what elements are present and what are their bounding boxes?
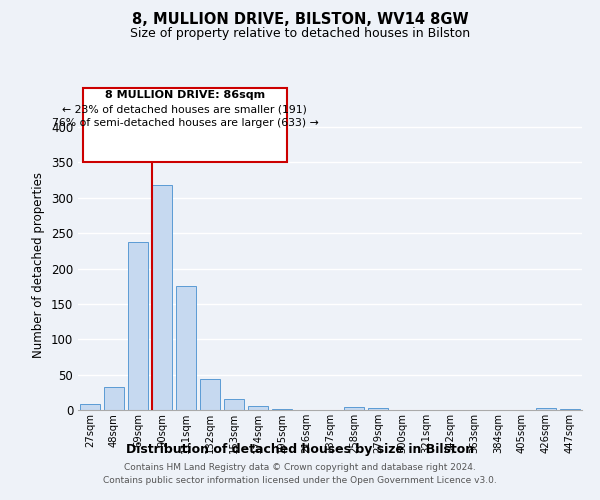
Text: 76% of semi-detached houses are larger (633) →: 76% of semi-detached houses are larger (… <box>52 118 318 128</box>
Bar <box>128 242 148 410</box>
Y-axis label: Number of detached properties: Number of detached properties <box>32 172 46 358</box>
Bar <box>344 407 364 410</box>
Bar <box>560 408 580 410</box>
Bar <box>176 286 196 410</box>
Bar <box>104 388 124 410</box>
Text: Contains public sector information licensed under the Open Government Licence v3: Contains public sector information licen… <box>103 476 497 485</box>
Bar <box>200 379 220 410</box>
Bar <box>368 408 388 410</box>
Text: 8 MULLION DRIVE: 86sqm: 8 MULLION DRIVE: 86sqm <box>105 90 265 100</box>
Text: 8, MULLION DRIVE, BILSTON, WV14 8GW: 8, MULLION DRIVE, BILSTON, WV14 8GW <box>131 12 469 28</box>
Bar <box>536 408 556 410</box>
Text: Distribution of detached houses by size in Bilston: Distribution of detached houses by size … <box>126 442 474 456</box>
Text: Size of property relative to detached houses in Bilston: Size of property relative to detached ho… <box>130 28 470 40</box>
Bar <box>224 398 244 410</box>
Text: Contains HM Land Registry data © Crown copyright and database right 2024.: Contains HM Land Registry data © Crown c… <box>124 464 476 472</box>
Bar <box>152 185 172 410</box>
Bar <box>248 406 268 410</box>
Text: ← 23% of detached houses are smaller (191): ← 23% of detached houses are smaller (19… <box>62 104 307 114</box>
Bar <box>80 404 100 410</box>
